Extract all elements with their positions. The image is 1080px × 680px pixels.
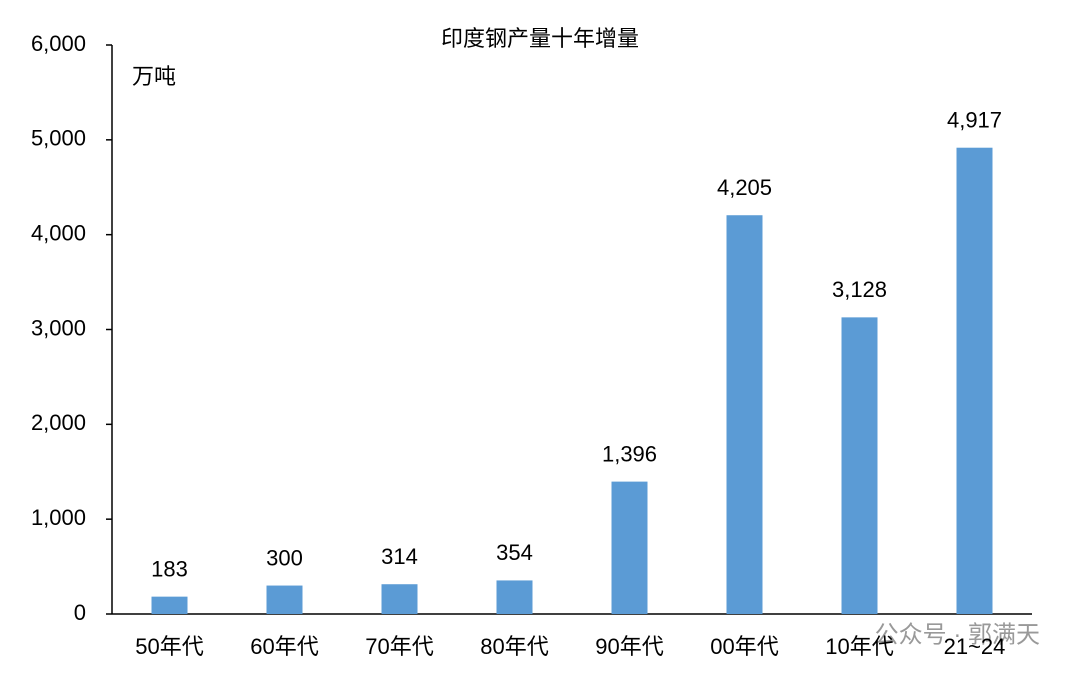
data-label: 300 (266, 545, 303, 570)
unit-label: 万吨 (132, 64, 176, 89)
data-label: 314 (381, 544, 418, 569)
y-tick-label: 6,000 (31, 31, 86, 56)
x-tick-label: 70年代 (365, 634, 433, 659)
y-tick-label: 5,000 (31, 126, 86, 151)
x-tick-label: 00年代 (710, 634, 778, 659)
data-label: 4,917 (947, 108, 1002, 133)
data-label: 1,396 (602, 441, 657, 466)
x-tick-label: 80年代 (480, 634, 548, 659)
x-tick-label: 60年代 (250, 634, 318, 659)
bar (841, 317, 878, 614)
bar (956, 147, 993, 614)
bar (381, 584, 418, 614)
x-tick-label: 10年代 (825, 634, 893, 659)
bar (611, 481, 648, 614)
data-label: 4,205 (717, 175, 772, 200)
y-tick-label: 1,000 (31, 505, 86, 530)
y-tick-label: 2,000 (31, 410, 86, 435)
x-tick-label: 21~24 (944, 634, 1006, 659)
y-tick-label: 4,000 (31, 220, 86, 245)
data-label: 183 (151, 556, 188, 581)
data-label: 354 (496, 540, 533, 565)
bar (151, 596, 188, 614)
chart-title: 印度钢产量十年增量 (441, 26, 639, 51)
data-label: 3,128 (832, 277, 887, 302)
x-tick-label: 50年代 (135, 634, 203, 659)
bar (726, 215, 763, 614)
bar (496, 580, 533, 614)
bar (266, 585, 303, 614)
y-tick-label: 3,000 (31, 315, 86, 340)
x-tick-label: 90年代 (595, 634, 663, 659)
watermark: 公众号 · 郭满天 (875, 621, 1040, 648)
y-tick-label: 0 (74, 600, 86, 625)
